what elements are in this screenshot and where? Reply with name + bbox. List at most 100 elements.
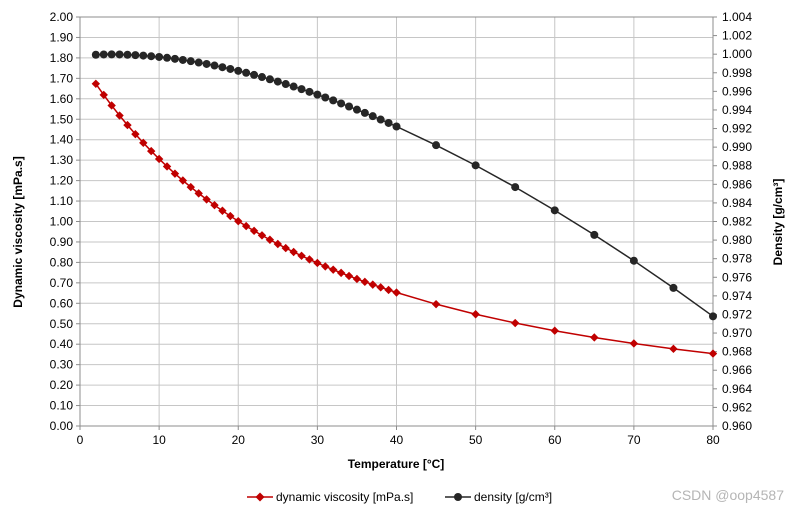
density-point (250, 70, 259, 79)
viscosity-point (431, 299, 441, 309)
y-tick-label: 0.00 (50, 419, 74, 433)
y2-axis-title: Density [g/cm³] (771, 179, 785, 266)
x-tick-label: 70 (627, 433, 641, 447)
y-tick-label: 0.60 (50, 296, 74, 310)
density-point (194, 58, 203, 67)
y-tick-label: 1.30 (50, 153, 74, 167)
viscosity-point (329, 265, 338, 274)
y2-tick-label: 0.970 (722, 326, 752, 340)
y-tick-label: 1.70 (50, 71, 74, 85)
y-tick-label: 0.40 (50, 337, 74, 351)
viscosity-point (352, 274, 362, 284)
y-tick-label: 0.30 (50, 358, 74, 372)
y-tick-label: 1.10 (50, 194, 74, 208)
viscosity-point (162, 162, 172, 171)
viscosity-point (265, 235, 275, 244)
density-point (432, 141, 441, 150)
x-tick-label: 20 (232, 433, 246, 447)
density-point (297, 85, 306, 94)
x-tick-label: 10 (152, 433, 166, 447)
watermark: CSDN @oop4587 (672, 487, 784, 503)
viscosity-point (115, 111, 124, 120)
viscosity-point (550, 326, 559, 335)
viscosity-point (297, 251, 306, 260)
density-point (123, 50, 132, 59)
viscosity-point (194, 189, 203, 198)
viscosity-point (257, 231, 267, 240)
y-tick-label: 1.50 (50, 112, 74, 126)
y2-tick-label: 0.974 (722, 289, 752, 303)
density-point (345, 102, 354, 111)
y-tick-label: 0.80 (50, 255, 74, 269)
y-tick-label: 0.20 (50, 378, 74, 392)
density-point (352, 105, 361, 114)
density-point (471, 161, 480, 170)
y2-tick-label: 0.982 (722, 215, 752, 229)
viscosity-point (289, 247, 298, 257)
density-point (265, 75, 274, 84)
density-point (115, 50, 124, 59)
y2-tick-label: 0.988 (722, 159, 752, 173)
density-point (669, 283, 678, 292)
y2-tick-label: 0.962 (722, 400, 752, 414)
density-point (155, 52, 164, 61)
viscosity-point (313, 258, 322, 268)
density-point (218, 63, 227, 72)
viscosity-point (131, 129, 140, 139)
density-point (329, 96, 338, 105)
viscosity-point (273, 239, 283, 249)
viscosity-point (392, 288, 401, 297)
viscosity-point (210, 200, 219, 210)
density-point (337, 99, 346, 108)
y2-tick-label: 0.960 (722, 419, 752, 433)
density-point (210, 61, 219, 70)
density-point (273, 77, 282, 86)
x-axis-ticks: 0 10 20 30 40 50 60 70 80 (77, 426, 720, 447)
y2-tick-label: 0.966 (722, 363, 752, 377)
density-point (131, 51, 140, 60)
y2-tick-label: 0.996 (722, 84, 752, 98)
density-point (170, 54, 179, 63)
viscosity-point (139, 138, 148, 148)
density-point (629, 256, 638, 265)
density-point (289, 82, 298, 91)
y2-tick-label: 0.984 (722, 196, 752, 210)
viscosity-point (510, 318, 520, 328)
density-point (392, 122, 401, 131)
viscosity-point (154, 154, 164, 164)
viscosity-point (178, 176, 188, 185)
viscosity-point (218, 206, 227, 215)
legend-viscosity-diamond-icon (255, 492, 265, 502)
density-point (305, 87, 314, 96)
viscosity-point (249, 226, 259, 236)
y2-tick-label: 0.990 (722, 140, 752, 154)
legend-viscosity-label: dynamic viscosity [mPa.s] (276, 490, 413, 504)
y2-tick-label: 0.964 (722, 382, 752, 396)
y-tick-label: 1.00 (50, 215, 74, 229)
y-tick-label: 0.10 (50, 399, 74, 413)
y2-tick-label: 1.004 (722, 10, 752, 24)
legend-item-viscosity: dynamic viscosity [mPa.s] (247, 490, 413, 504)
y-tick-label: 1.60 (50, 92, 74, 106)
density-point (226, 64, 235, 73)
viscosity-point (186, 182, 195, 192)
density-point (163, 53, 172, 62)
viscosity-point (226, 211, 235, 221)
x-tick-label: 0 (77, 433, 84, 447)
viscosity-point (202, 195, 211, 204)
density-point (178, 55, 187, 64)
y2-axis-ticks: 0.960 0.962 0.964 0.966 0.968 0.970 0.972 0.974… (713, 10, 752, 433)
density-point (550, 206, 559, 215)
y2-tick-label: 0.968 (722, 345, 752, 359)
y2-tick-label: 0.972 (722, 307, 752, 321)
density-point (202, 59, 211, 68)
density-point (360, 108, 369, 117)
density-point (91, 50, 100, 59)
density-point (368, 112, 377, 121)
series-markers (91, 50, 718, 358)
density-point (384, 118, 393, 127)
density-point (147, 52, 156, 61)
viscosity-point (170, 169, 180, 178)
density-point (321, 93, 330, 102)
